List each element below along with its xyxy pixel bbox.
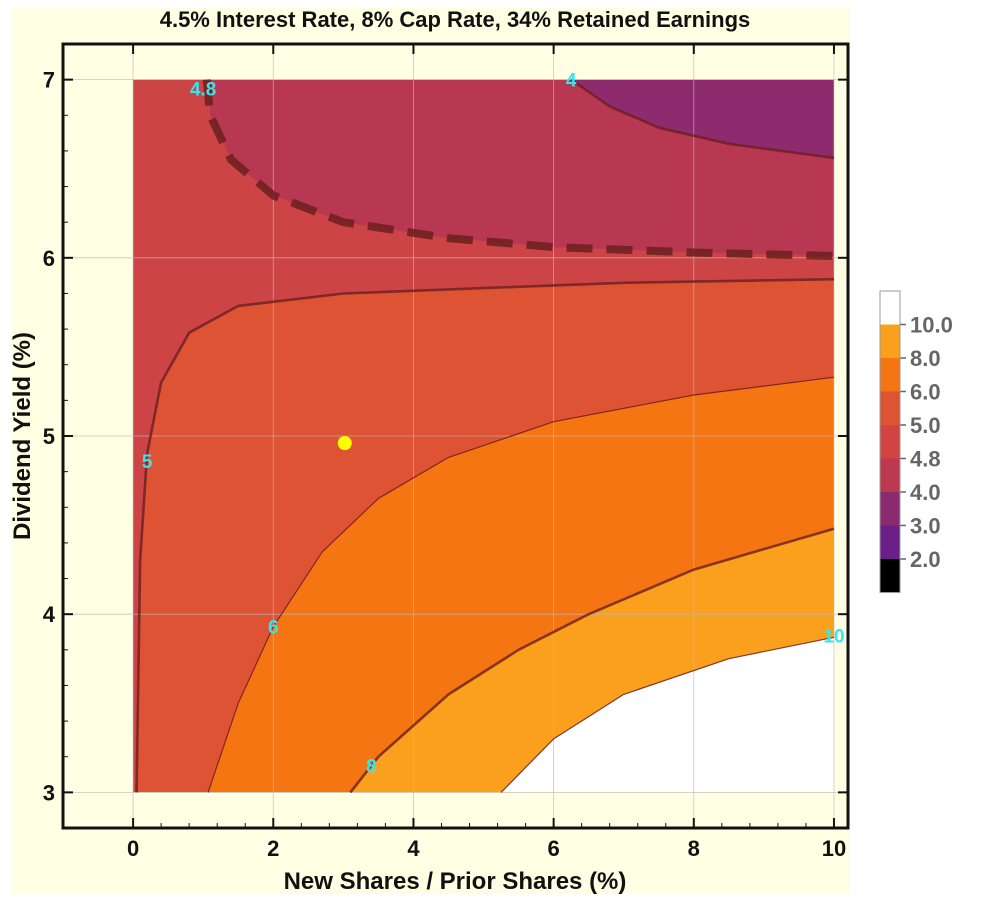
contour-line-6	[207, 376, 835, 793]
contour-label-layer: 4.8 4 5 6 8 10	[142, 71, 845, 778]
contour-line-8	[349, 527, 835, 794]
x-tick-label: 10	[822, 836, 846, 861]
y-tick-label: 7	[43, 68, 55, 93]
x-axis-label: New Shares / Prior Shares (%)	[284, 868, 627, 895]
y-tick-label: 3	[43, 780, 55, 805]
contour-label-4: 4	[566, 71, 577, 92]
contour-label-6: 6	[268, 618, 279, 639]
legend-label: 2.0	[910, 547, 941, 572]
x-tick-label: 8	[688, 836, 700, 861]
legend-swatch	[880, 425, 900, 459]
contour-line-4-8	[202, 79, 835, 260]
legend-label: 4.8	[910, 447, 941, 472]
contour-label-4-8: 4.8	[190, 80, 216, 101]
x-tick-label: 6	[548, 836, 560, 861]
axis-ticks	[63, 44, 848, 828]
y-tick-label: 6	[43, 246, 55, 271]
legend-swatch	[880, 525, 900, 559]
legend-label: 8.0	[910, 346, 941, 371]
legend-label: 6.0	[910, 380, 941, 405]
contour-line-5	[135, 277, 835, 793]
contour-label-8: 8	[366, 757, 377, 778]
legend-swatch	[880, 458, 900, 492]
legend-label: 4.0	[910, 480, 941, 505]
legend-label: 3.0	[910, 514, 941, 539]
legend-swatch	[880, 291, 900, 325]
legend-frame	[879, 290, 901, 593]
contour-line-4	[570, 78, 835, 160]
legend-swatch	[880, 358, 900, 392]
region-above-10	[501, 637, 834, 793]
data-point-marker	[337, 436, 352, 451]
marker-layer	[337, 436, 352, 451]
legend-label: 5.0	[910, 413, 941, 438]
contour-lines	[135, 78, 835, 794]
contour-label-5: 5	[142, 452, 153, 473]
region-below-4	[571, 79, 834, 158]
x-tick-label: 4	[407, 836, 420, 861]
x-tick-label: 0	[127, 836, 139, 861]
y-tick-label: 5	[43, 424, 55, 449]
contour-label-10: 10	[823, 627, 844, 648]
legend-swatch	[880, 559, 900, 593]
legend-swatch	[880, 492, 900, 526]
legend-swatch	[880, 324, 900, 358]
y-axis-label: Dividend Yield (%)	[9, 332, 36, 540]
contour-line-10	[500, 636, 835, 793]
y-tick-label: 4	[43, 602, 56, 627]
legend: 10.0 8.0 6.0 5.0 4.8 4.0 3.0 2.0	[879, 290, 953, 593]
x-tick-label: 2	[267, 836, 279, 861]
legend-swatch	[880, 391, 900, 425]
chart-title: 4.5% Interest Rate, 8% Cap Rate, 34% Ret…	[160, 7, 751, 32]
legend-label: 10.0	[910, 313, 953, 338]
y-tick-labels: 3 4 5 6 7	[43, 68, 56, 806]
gridlines	[63, 44, 848, 828]
x-tick-labels: 0 2 4 6 8 10	[127, 836, 846, 861]
